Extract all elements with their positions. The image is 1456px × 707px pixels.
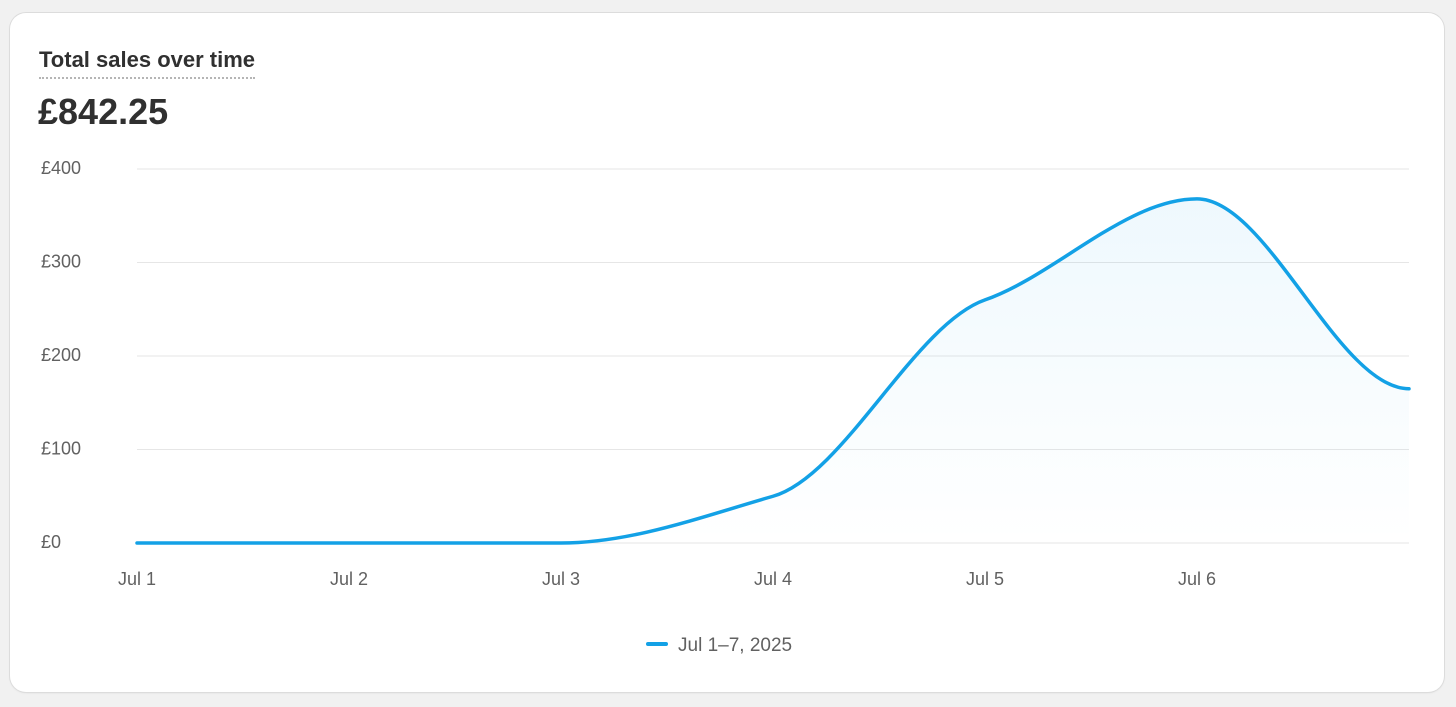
data-point[interactable] [131,537,143,549]
x-tick-label: Jul 4 [754,569,792,589]
y-tick-label: £100 [41,439,81,459]
data-point[interactable] [767,490,779,502]
x-axis-ticks: Jul 1 Jul 2 Jul 3 Jul 4 Jul 5 Jul 6 [118,569,1216,589]
x-tick-label: Jul 5 [966,569,1004,589]
data-point[interactable] [555,537,567,549]
x-tick-label: Jul 3 [542,569,580,589]
total-sales-value: £842.25 [38,91,169,132]
x-tick-label: Jul 1 [118,569,156,589]
y-tick-label: £200 [41,345,81,365]
y-tick-label: £300 [41,252,81,272]
data-point[interactable] [1191,193,1203,205]
chart-title[interactable]: Total sales over time [39,47,256,79]
series-line[interactable] [135,197,1411,545]
y-tick-label: £0 [41,532,61,552]
y-axis-ticks: £0 £100 £200 £300 £400 [41,158,81,552]
x-tick-label: Jul 2 [330,569,368,589]
data-point[interactable] [979,294,991,306]
y-tick-label: £400 [41,158,81,178]
x-tick-label: Jul 6 [1178,569,1216,589]
legend-label: Jul 1–7, 2025 [678,635,792,656]
series-area [137,198,1409,544]
legend[interactable]: Jul 1–7, 2025 [646,635,792,656]
data-point[interactable] [1403,383,1415,395]
data-point[interactable] [343,537,355,549]
